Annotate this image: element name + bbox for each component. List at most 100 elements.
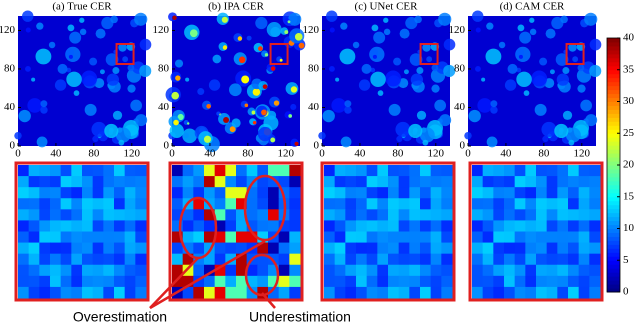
zoom-cell bbox=[124, 187, 136, 199]
heatmap-blob bbox=[361, 63, 372, 74]
zoom-cell bbox=[28, 187, 40, 199]
heatmap-blob bbox=[431, 84, 440, 93]
heatmap-blob bbox=[531, 70, 548, 87]
zoom-cell bbox=[289, 275, 301, 288]
zoom-cell bbox=[441, 165, 453, 177]
heatmap-blob bbox=[231, 118, 241, 128]
heatmap-blob bbox=[266, 22, 282, 38]
heatmap-blob bbox=[89, 57, 98, 66]
zoom-cell bbox=[482, 198, 494, 210]
x-tick-label: 40 bbox=[204, 148, 216, 160]
zoom-cell bbox=[345, 198, 357, 210]
zoom-cell bbox=[289, 165, 301, 177]
zoom-cell bbox=[114, 286, 126, 299]
zoom-cell bbox=[71, 264, 83, 277]
zoom-cell bbox=[578, 198, 590, 210]
colorbar-segment bbox=[607, 192, 620, 198]
heatmap-blob bbox=[472, 10, 484, 22]
zoom-cell bbox=[71, 187, 83, 199]
zoom-cell bbox=[324, 198, 336, 210]
zoom-cell bbox=[589, 176, 601, 188]
zoom-cell bbox=[356, 275, 368, 288]
heatmap-blob bbox=[241, 75, 250, 84]
heatmap-blob bbox=[560, 15, 568, 24]
heatmap-blob bbox=[36, 22, 44, 30]
zoom-cell bbox=[324, 231, 336, 244]
heatmap-blob bbox=[580, 99, 593, 112]
zoom-cell bbox=[225, 275, 237, 288]
zoom-cell bbox=[398, 220, 410, 232]
colorbar-segment bbox=[607, 200, 620, 206]
zoom-cell bbox=[514, 242, 526, 255]
zoom-cell bbox=[472, 176, 484, 188]
zoom-cell bbox=[82, 286, 94, 299]
heatmap-blob bbox=[79, 28, 87, 36]
zoom-cell bbox=[103, 286, 115, 299]
zoom-cell bbox=[92, 286, 104, 299]
y-tick-label: 80 bbox=[454, 62, 466, 74]
zoom-cell bbox=[377, 209, 389, 221]
zoom-cell bbox=[366, 231, 378, 244]
zoom-cell bbox=[536, 209, 548, 221]
zoom-cell bbox=[268, 264, 280, 277]
zoom-cell bbox=[334, 176, 346, 188]
zoom-cell bbox=[536, 220, 548, 232]
zoom-cell bbox=[172, 220, 184, 232]
heatmap-blob bbox=[183, 132, 189, 139]
zoom-cell bbox=[82, 176, 94, 188]
zoom-cell bbox=[504, 209, 516, 221]
zoom-cell bbox=[525, 187, 537, 199]
zoom-cell bbox=[257, 165, 269, 177]
zoom-cell bbox=[557, 187, 569, 199]
heatmap-blob bbox=[577, 84, 586, 93]
y-tick-label: 120 bbox=[153, 24, 170, 36]
heatmap-blob bbox=[255, 16, 268, 30]
zoom-cell bbox=[193, 165, 205, 177]
zoom-cell bbox=[50, 220, 62, 232]
zoom-cell bbox=[172, 209, 184, 221]
zoom-marker bbox=[419, 43, 439, 65]
zoom-frame bbox=[14, 161, 150, 302]
zoom-cell bbox=[214, 165, 226, 177]
zoom-cell bbox=[114, 253, 126, 266]
zoom-cell bbox=[257, 253, 269, 266]
y-tick-label: 80 bbox=[308, 62, 320, 74]
zoom-cell bbox=[50, 275, 62, 288]
colorbar-tick-label: 30 bbox=[623, 95, 635, 107]
colorbar-segment bbox=[607, 73, 620, 79]
zoom-cell bbox=[60, 231, 72, 244]
zoom-cell bbox=[71, 209, 83, 221]
y-tick-label: 40 bbox=[308, 101, 320, 113]
zoom-cell bbox=[398, 176, 410, 188]
zoom-cell bbox=[441, 286, 453, 299]
zoom-cell bbox=[420, 176, 432, 188]
zoom-cell bbox=[214, 253, 226, 266]
colorbar-segment bbox=[607, 57, 620, 63]
zoom-cell bbox=[114, 275, 126, 288]
zoom-cell bbox=[546, 286, 558, 299]
zoom-cell bbox=[50, 242, 62, 255]
zoom-cell bbox=[430, 209, 442, 221]
zoom-cell bbox=[82, 275, 94, 288]
zoom-cell bbox=[39, 242, 51, 255]
zoom-cell bbox=[568, 264, 580, 277]
zoom-cell bbox=[334, 220, 346, 232]
zoom-cell bbox=[568, 220, 580, 232]
heatmap-blob bbox=[54, 79, 67, 91]
heatmap-blob bbox=[290, 86, 298, 93]
zoom-cell bbox=[441, 264, 453, 277]
zoom-cell bbox=[114, 165, 126, 177]
zoom-cell bbox=[546, 187, 558, 199]
heatmap-blob bbox=[258, 46, 263, 51]
heatmap-blob bbox=[486, 22, 494, 30]
zoom-cell bbox=[71, 198, 83, 210]
zoom-cell bbox=[578, 209, 590, 221]
zoom-cell bbox=[482, 242, 494, 255]
zoom-cell bbox=[257, 187, 269, 199]
zoom-cell bbox=[482, 187, 494, 199]
colorbar-segment bbox=[607, 105, 620, 110]
zoom-cell bbox=[18, 165, 30, 177]
zoom-cell bbox=[182, 209, 194, 221]
zoom-cell bbox=[324, 242, 336, 255]
zoom-cell bbox=[114, 176, 126, 188]
